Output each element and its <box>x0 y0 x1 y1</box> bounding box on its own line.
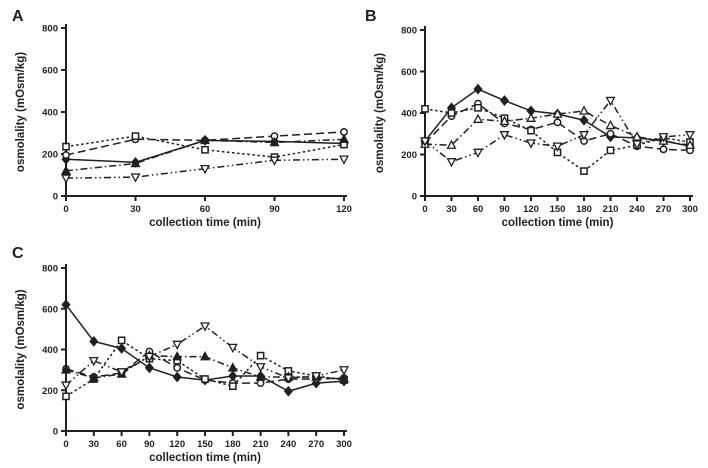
svg-text:800: 800 <box>42 24 58 35</box>
svg-text:osmolality (mOsm/kg): osmolality (mOsm/kg) <box>374 53 386 173</box>
svg-text:240: 240 <box>629 204 645 215</box>
svg-text:400: 400 <box>401 109 417 120</box>
svg-text:60: 60 <box>473 204 484 215</box>
svg-text:0: 0 <box>412 192 417 203</box>
svg-text:0: 0 <box>63 439 68 450</box>
svg-text:270: 270 <box>308 439 324 450</box>
svg-text:800: 800 <box>42 264 58 275</box>
svg-text:800: 800 <box>401 26 417 37</box>
svg-text:0: 0 <box>53 192 58 203</box>
panel-a: A 0 200 400 600 800 0 30 60 90 120 collection time… <box>0 0 355 235</box>
svg-text:400: 400 <box>42 345 58 356</box>
svg-text:collection time (min): collection time (min) <box>502 217 614 229</box>
svg-text:osmolality (mOsm/kg): osmolality (mOsm/kg) <box>15 52 27 172</box>
panel-c-label: C <box>12 245 24 262</box>
panel-b-chart: 0 200 400 600 800 0 30 60 90 120 150 180 210 240 270 30… <box>374 26 698 230</box>
svg-text:210: 210 <box>253 439 269 450</box>
svg-text:30: 30 <box>446 204 457 215</box>
svg-text:0: 0 <box>63 204 68 215</box>
svg-text:30: 30 <box>89 439 100 450</box>
svg-text:300: 300 <box>336 439 352 450</box>
svg-text:120: 120 <box>336 204 352 215</box>
panel-a-label: A <box>12 8 24 25</box>
svg-text:120: 120 <box>169 439 185 450</box>
svg-text:60: 60 <box>116 439 127 450</box>
svg-text:270: 270 <box>656 204 672 215</box>
svg-text:150: 150 <box>197 439 213 450</box>
panel-a-chart: 0 200 400 600 800 0 30 60 90 120 collection time (… <box>15 24 352 230</box>
svg-text:collection time (min): collection time (min) <box>149 217 261 229</box>
svg-text:90: 90 <box>144 439 155 450</box>
svg-text:240: 240 <box>280 439 296 450</box>
svg-text:30: 30 <box>130 204 141 215</box>
svg-text:600: 600 <box>42 304 58 315</box>
svg-text:120: 120 <box>523 204 539 215</box>
svg-text:400: 400 <box>42 108 58 119</box>
svg-text:200: 200 <box>42 386 58 397</box>
svg-text:200: 200 <box>401 150 417 161</box>
svg-text:210: 210 <box>603 204 619 215</box>
panel-b-label: B <box>365 8 377 25</box>
svg-text:osmolality (mOsm/kg): osmolality (mOsm/kg) <box>15 289 27 409</box>
svg-text:600: 600 <box>42 66 58 77</box>
panel-c: C 0 200 400 600 800 0 30 60 90 120 150 180 210 240 270… <box>0 235 355 468</box>
panel-c-chart: 0 200 400 600 800 0 30 60 90 120 150 180 210 240 270 30… <box>15 264 352 465</box>
svg-text:60: 60 <box>200 204 211 215</box>
svg-text:180: 180 <box>576 204 592 215</box>
panel-b: B 0 200 400 600 800 0 30 60 90 120 150 180 210 240 270… <box>355 0 708 235</box>
svg-text:180: 180 <box>225 439 241 450</box>
svg-text:150: 150 <box>550 204 566 215</box>
svg-text:600: 600 <box>401 67 417 78</box>
svg-text:300: 300 <box>682 204 698 215</box>
svg-text:0: 0 <box>422 204 427 215</box>
svg-text:collection time (min): collection time (min) <box>149 452 261 464</box>
svg-text:90: 90 <box>269 204 280 215</box>
svg-text:90: 90 <box>499 204 510 215</box>
svg-text:0: 0 <box>53 427 58 438</box>
svg-text:200: 200 <box>42 150 58 161</box>
